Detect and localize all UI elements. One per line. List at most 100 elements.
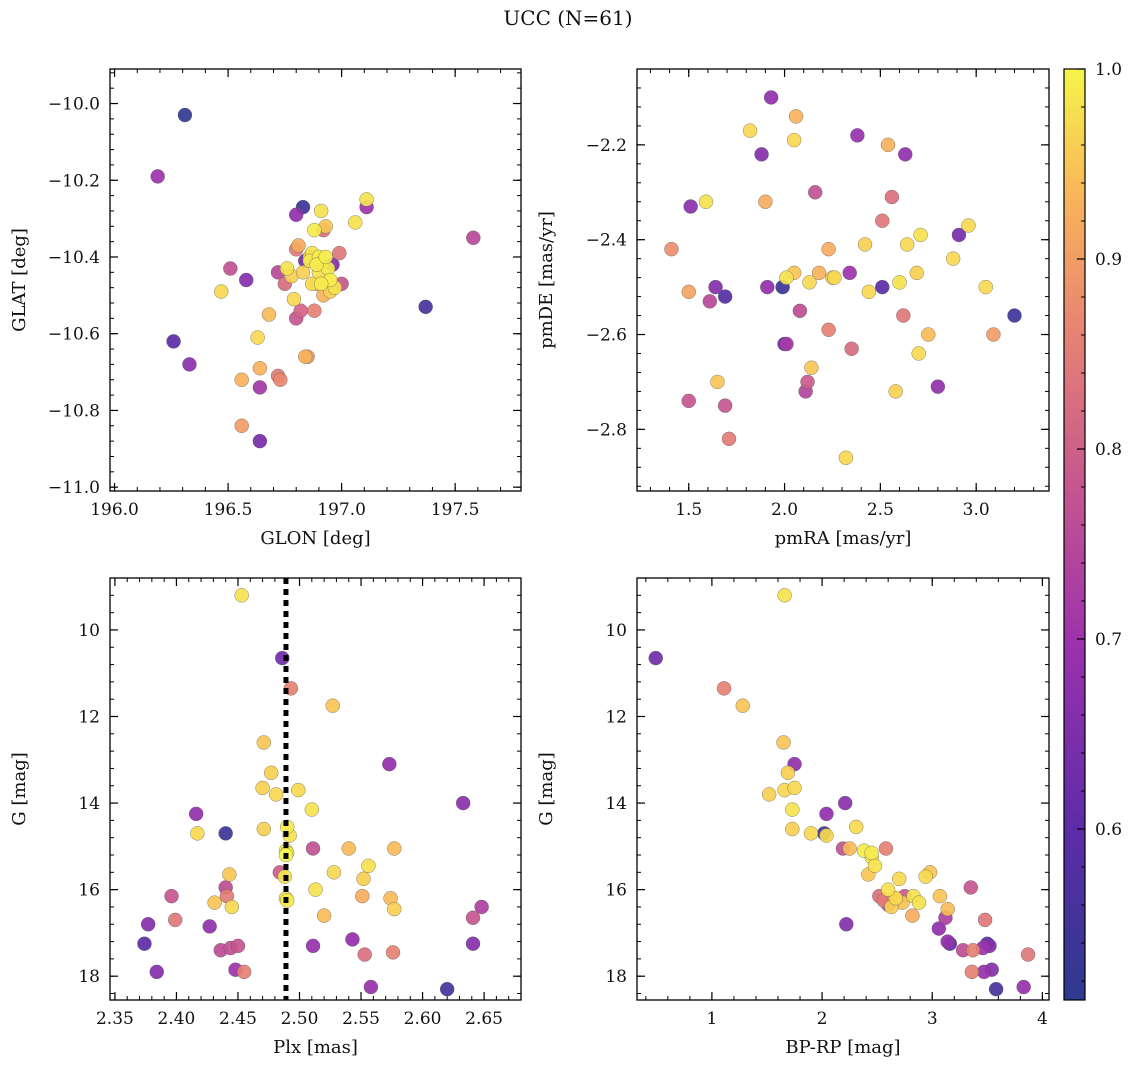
data-point bbox=[465, 910, 481, 926]
data-point bbox=[821, 322, 836, 338]
data-point bbox=[776, 735, 791, 750]
scatter-panel-1: 196.0 196.5 197.0 197.5 −11.0 −10.8 −10.6 −10.4… bbox=[9, 68, 522, 549]
colorbar: 0.6 0.7 0.8 0.9 1.0 bbox=[1063, 60, 1122, 1001]
data-point bbox=[898, 147, 913, 162]
data-point bbox=[681, 284, 696, 300]
data-point bbox=[164, 888, 179, 904]
data-point bbox=[875, 213, 890, 228]
data-point bbox=[230, 938, 246, 954]
data-point bbox=[177, 107, 193, 123]
data-point bbox=[387, 841, 402, 856]
data-point bbox=[275, 650, 290, 666]
data-point bbox=[218, 826, 233, 841]
data-point bbox=[238, 272, 254, 288]
colorbar-gradient bbox=[1063, 68, 1086, 1001]
data-point bbox=[988, 981, 1004, 997]
data-point bbox=[291, 782, 306, 798]
x-tick-label: 2.5 bbox=[867, 500, 894, 520]
data-point bbox=[875, 279, 890, 295]
x-tick-label: 2 bbox=[817, 1009, 828, 1029]
data-point bbox=[345, 932, 360, 947]
data-point bbox=[921, 327, 936, 342]
data-point bbox=[702, 294, 718, 309]
y-tick-label: −10.8 bbox=[48, 401, 100, 421]
data-point bbox=[474, 899, 489, 915]
data-point bbox=[188, 806, 204, 822]
data-point bbox=[455, 795, 471, 811]
data-point bbox=[313, 203, 329, 219]
data-point bbox=[807, 185, 823, 200]
data-point bbox=[356, 871, 371, 887]
data-point bbox=[664, 241, 679, 257]
y-tick-label: −10.4 bbox=[48, 248, 100, 268]
data-point bbox=[418, 299, 433, 315]
x-axis-label: GLON [deg] bbox=[260, 528, 370, 549]
colorbar-tick-label: 0.7 bbox=[1095, 630, 1122, 650]
y-tick-label: −2.8 bbox=[586, 420, 627, 440]
figure-title: UCC (N=61) bbox=[503, 6, 633, 30]
x-tick-label: 196.0 bbox=[90, 500, 139, 520]
y-tick-label: 12 bbox=[605, 708, 627, 728]
data-point bbox=[864, 845, 879, 861]
data-point bbox=[273, 372, 288, 387]
data-point bbox=[913, 227, 928, 243]
data-point bbox=[857, 237, 873, 252]
data-point bbox=[977, 912, 993, 928]
y-tick-label: 10 bbox=[605, 621, 627, 641]
data-point bbox=[932, 888, 948, 904]
data-point bbox=[867, 858, 883, 874]
data-point bbox=[305, 841, 321, 856]
data-point bbox=[804, 360, 819, 375]
data-point bbox=[307, 303, 322, 318]
data-point bbox=[716, 681, 732, 696]
x-tick-label: 2.55 bbox=[342, 1009, 380, 1029]
data-point bbox=[357, 947, 372, 962]
data-point bbox=[256, 821, 272, 837]
data-point bbox=[1007, 308, 1022, 323]
data-point bbox=[842, 265, 857, 281]
x-tick-label: 197.5 bbox=[431, 500, 480, 520]
data-point bbox=[892, 275, 907, 290]
axes-frame bbox=[636, 68, 1050, 492]
data-point bbox=[880, 137, 896, 153]
x-tick-label: 197.0 bbox=[317, 500, 366, 520]
data-point bbox=[222, 867, 237, 882]
data-point bbox=[307, 222, 322, 238]
data-point bbox=[842, 841, 857, 856]
data-point bbox=[821, 241, 836, 257]
data-point bbox=[347, 215, 363, 230]
data-point bbox=[308, 882, 323, 897]
data-point bbox=[355, 888, 370, 904]
data-point bbox=[760, 279, 775, 295]
data-point bbox=[382, 756, 397, 772]
x-axis-label: pmRA [mas/yr] bbox=[775, 528, 912, 549]
data-point bbox=[681, 393, 696, 409]
data-point bbox=[899, 237, 915, 252]
data-point bbox=[777, 588, 792, 603]
colorbar-tick-label: 0.8 bbox=[1095, 440, 1122, 460]
y-tick-label: 14 bbox=[78, 794, 100, 814]
data-point bbox=[182, 357, 197, 372]
data-point bbox=[978, 279, 994, 295]
data-point bbox=[252, 380, 268, 395]
data-point bbox=[945, 251, 961, 266]
colorbar-tick-label: 1.0 bbox=[1095, 60, 1122, 80]
data-point bbox=[341, 841, 356, 856]
y-axis-label: G [mag] bbox=[536, 752, 557, 825]
data-point bbox=[931, 921, 947, 936]
data-point bbox=[279, 261, 295, 276]
data-point bbox=[288, 207, 304, 223]
data-point bbox=[761, 787, 777, 802]
data-point bbox=[236, 964, 252, 980]
data-point bbox=[896, 308, 911, 323]
data-point bbox=[779, 270, 794, 285]
data-point bbox=[305, 938, 321, 954]
x-axis-label: BP-RP [mag] bbox=[785, 1037, 900, 1058]
data-point bbox=[318, 249, 333, 265]
y-axis-label: pmDE [mas/yr] bbox=[536, 211, 557, 349]
x-tick-label: 2.0 bbox=[771, 500, 798, 520]
data-point bbox=[439, 981, 455, 997]
y-tick-label: 10 bbox=[78, 621, 100, 641]
data-point bbox=[316, 908, 332, 923]
y-tick-label: 12 bbox=[78, 708, 100, 728]
